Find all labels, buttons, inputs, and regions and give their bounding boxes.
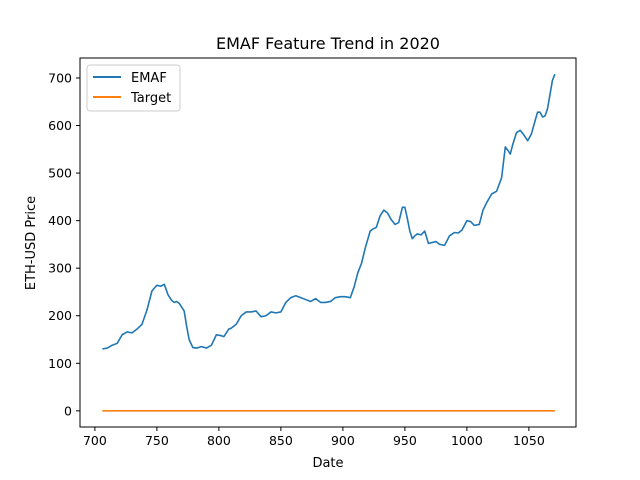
y-tick-label: 400 [48,213,72,228]
x-tick-label: 800 [207,433,231,448]
legend: EMAF Target [86,64,181,112]
x-tick-label: 850 [269,433,293,448]
x-tick-label: 1000 [451,433,483,448]
x-tick-label: 950 [393,433,417,448]
y-tick-label: 500 [48,166,72,181]
x-tick-label: 1050 [513,433,545,448]
x-tick-label: 900 [331,433,355,448]
plot-frame [79,57,577,428]
y-tick-label: 300 [48,261,72,276]
plot-area [79,57,577,428]
y-axis: 0 100 200 300 400 500 600 700 [48,70,80,418]
series-line-emaf [102,73,556,350]
x-tick-label: 700 [83,433,107,448]
y-tick-label: 100 [48,356,72,371]
x-tick-label: 750 [145,433,169,448]
y-tick-label: 700 [48,70,72,85]
y-tick-label: 200 [48,308,72,323]
y-axis-title: ETH-USD Price [24,196,39,290]
y-tick-label: 0 [64,403,72,418]
x-axis-title: Date [312,456,343,471]
chart-title: EMAF Feature Trend in 2020 [216,34,440,53]
legend-label-target: Target [130,91,171,106]
x-axis: 700 750 800 850 900 950 1000 1050 [83,427,545,448]
y-tick-label: 600 [48,118,72,133]
legend-label-emaf: EMAF [131,71,167,86]
